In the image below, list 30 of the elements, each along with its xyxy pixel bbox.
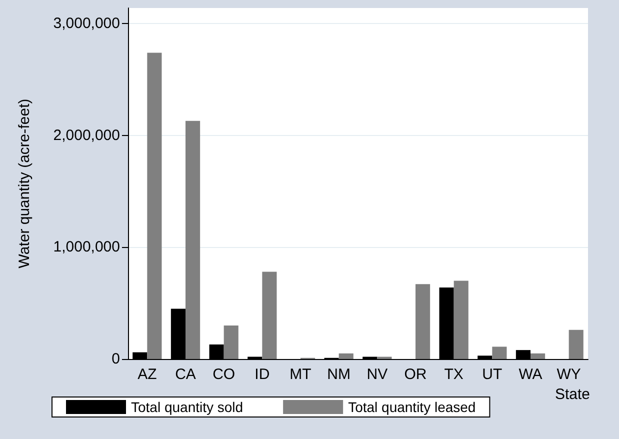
x-tick-label: CA	[175, 366, 196, 383]
bar	[492, 346, 507, 359]
x-tick-label: NV	[366, 366, 388, 383]
y-tick-label: 3,000,000	[53, 15, 120, 32]
bar	[147, 52, 162, 359]
bar	[416, 284, 430, 359]
bar	[568, 330, 584, 359]
x-tick-label: CO	[212, 366, 236, 383]
x-tick-label: NM	[327, 366, 350, 383]
bar	[224, 325, 238, 359]
legend-label: Total quantity leased	[348, 399, 476, 415]
bar	[262, 272, 277, 359]
bar	[530, 353, 546, 359]
x-axis-title: State	[554, 386, 590, 403]
x-tick-label: OR	[404, 366, 427, 383]
x-tick-label: AZ	[138, 366, 157, 383]
y-tick-label: 2,000,000	[53, 126, 120, 144]
legend-label: Total quantity sold	[131, 399, 244, 415]
x-tick-label: WY	[556, 366, 581, 383]
bar	[338, 353, 354, 359]
bar	[454, 280, 468, 359]
y-tick-label: 0	[112, 350, 120, 368]
x-tick-label: ID	[254, 366, 270, 383]
y-axis-title: Water quantity (acre-feet)	[16, 98, 33, 268]
y-tick-label: 1,000,000	[53, 238, 120, 256]
bar	[186, 120, 200, 359]
x-tick-label: UT	[482, 366, 502, 383]
x-tick-label: MT	[290, 366, 312, 383]
x-tick-label: TX	[444, 366, 464, 383]
x-tick-label: WA	[518, 366, 542, 383]
